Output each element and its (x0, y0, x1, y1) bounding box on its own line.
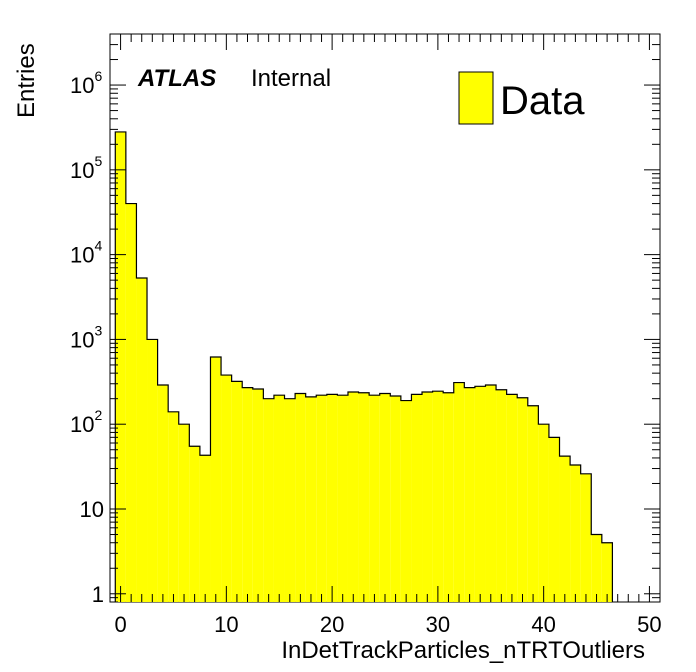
histogram-bar (464, 387, 475, 602)
histogram-bar (136, 278, 148, 602)
histogram-bar (231, 381, 243, 602)
x-tick-label: 40 (531, 612, 555, 637)
histogram-bar (411, 394, 423, 602)
y-tick-label: 103 (70, 322, 102, 352)
y-tick-label: 104 (70, 238, 102, 268)
histogram-bar (263, 398, 274, 602)
histogram-bar (443, 392, 454, 602)
y-tick-label: 105 (70, 153, 102, 183)
atlas-label-bold: ATLAS (137, 65, 216, 92)
histogram-bar (147, 339, 158, 602)
histogram-bar (326, 394, 338, 602)
histogram-bar (390, 396, 401, 602)
histogram-bar (474, 386, 486, 602)
histogram-bar (591, 534, 602, 602)
histogram-bar (432, 391, 444, 602)
x-tick-label: 30 (426, 612, 450, 637)
histogram-bar (305, 396, 317, 602)
histogram-bar (506, 394, 518, 602)
y-tick-label: 10 (80, 497, 104, 522)
y-tick-label: 1 (92, 582, 104, 607)
y-axis-title: Entries (13, 43, 40, 118)
x-axis-title: InDetTrackParticles_nTRTOutliers (281, 637, 645, 664)
histogram-bar (210, 357, 222, 602)
histogram-bar (601, 542, 613, 602)
atlas-label: ATLAS Internal (137, 65, 331, 92)
histogram-outline (114, 131, 614, 602)
histogram-bar (284, 398, 296, 602)
histogram-bar (422, 391, 433, 602)
histogram-bar (400, 400, 412, 602)
histogram-bar (496, 389, 507, 602)
histogram-bar (548, 437, 560, 602)
axes-layer: 0 10 20 30 40 50 1 10 102 103 104 105 106 (70, 33, 662, 637)
x-tick-label: 50 (637, 612, 661, 637)
histogram-bar (358, 392, 370, 602)
histogram-bar (347, 391, 359, 602)
histogram-bar (115, 131, 126, 602)
histogram-bar (517, 397, 528, 602)
histogram-bar (453, 382, 465, 602)
histogram-bar (125, 203, 137, 602)
histogram-bar (252, 389, 264, 602)
histogram-bar (242, 387, 253, 602)
histogram-bar (570, 465, 581, 602)
histogram-bar (379, 393, 391, 602)
y-tick-label: 102 (70, 407, 102, 437)
y-tick-label: 106 (70, 68, 102, 98)
legend-entry-data: Data (500, 79, 585, 123)
histogram-layer (114, 131, 614, 602)
histogram-bar (485, 384, 497, 602)
legend-swatch (458, 71, 494, 125)
histogram-bar (580, 473, 592, 602)
x-tick-label: 20 (320, 612, 344, 637)
histogram-bar (295, 393, 306, 602)
histogram-bar (157, 384, 169, 602)
histogram-bar (538, 424, 549, 602)
histogram-bar (189, 446, 200, 602)
x-tick-label: 0 (114, 612, 126, 637)
histogram-bar (527, 405, 539, 602)
atlas-label-internal: Internal (251, 65, 331, 92)
histogram-bar (273, 395, 285, 602)
histogram-bar (369, 395, 380, 602)
histogram-bar (559, 456, 571, 602)
histogram-bar (178, 424, 190, 602)
histogram-bar (221, 375, 232, 602)
histogram-bar (168, 411, 179, 602)
histogram-bar (199, 455, 211, 602)
histogram-bar (316, 395, 327, 602)
histogram-bar (337, 395, 348, 602)
legend: Data (458, 71, 585, 125)
x-tick-label: 10 (214, 612, 238, 637)
